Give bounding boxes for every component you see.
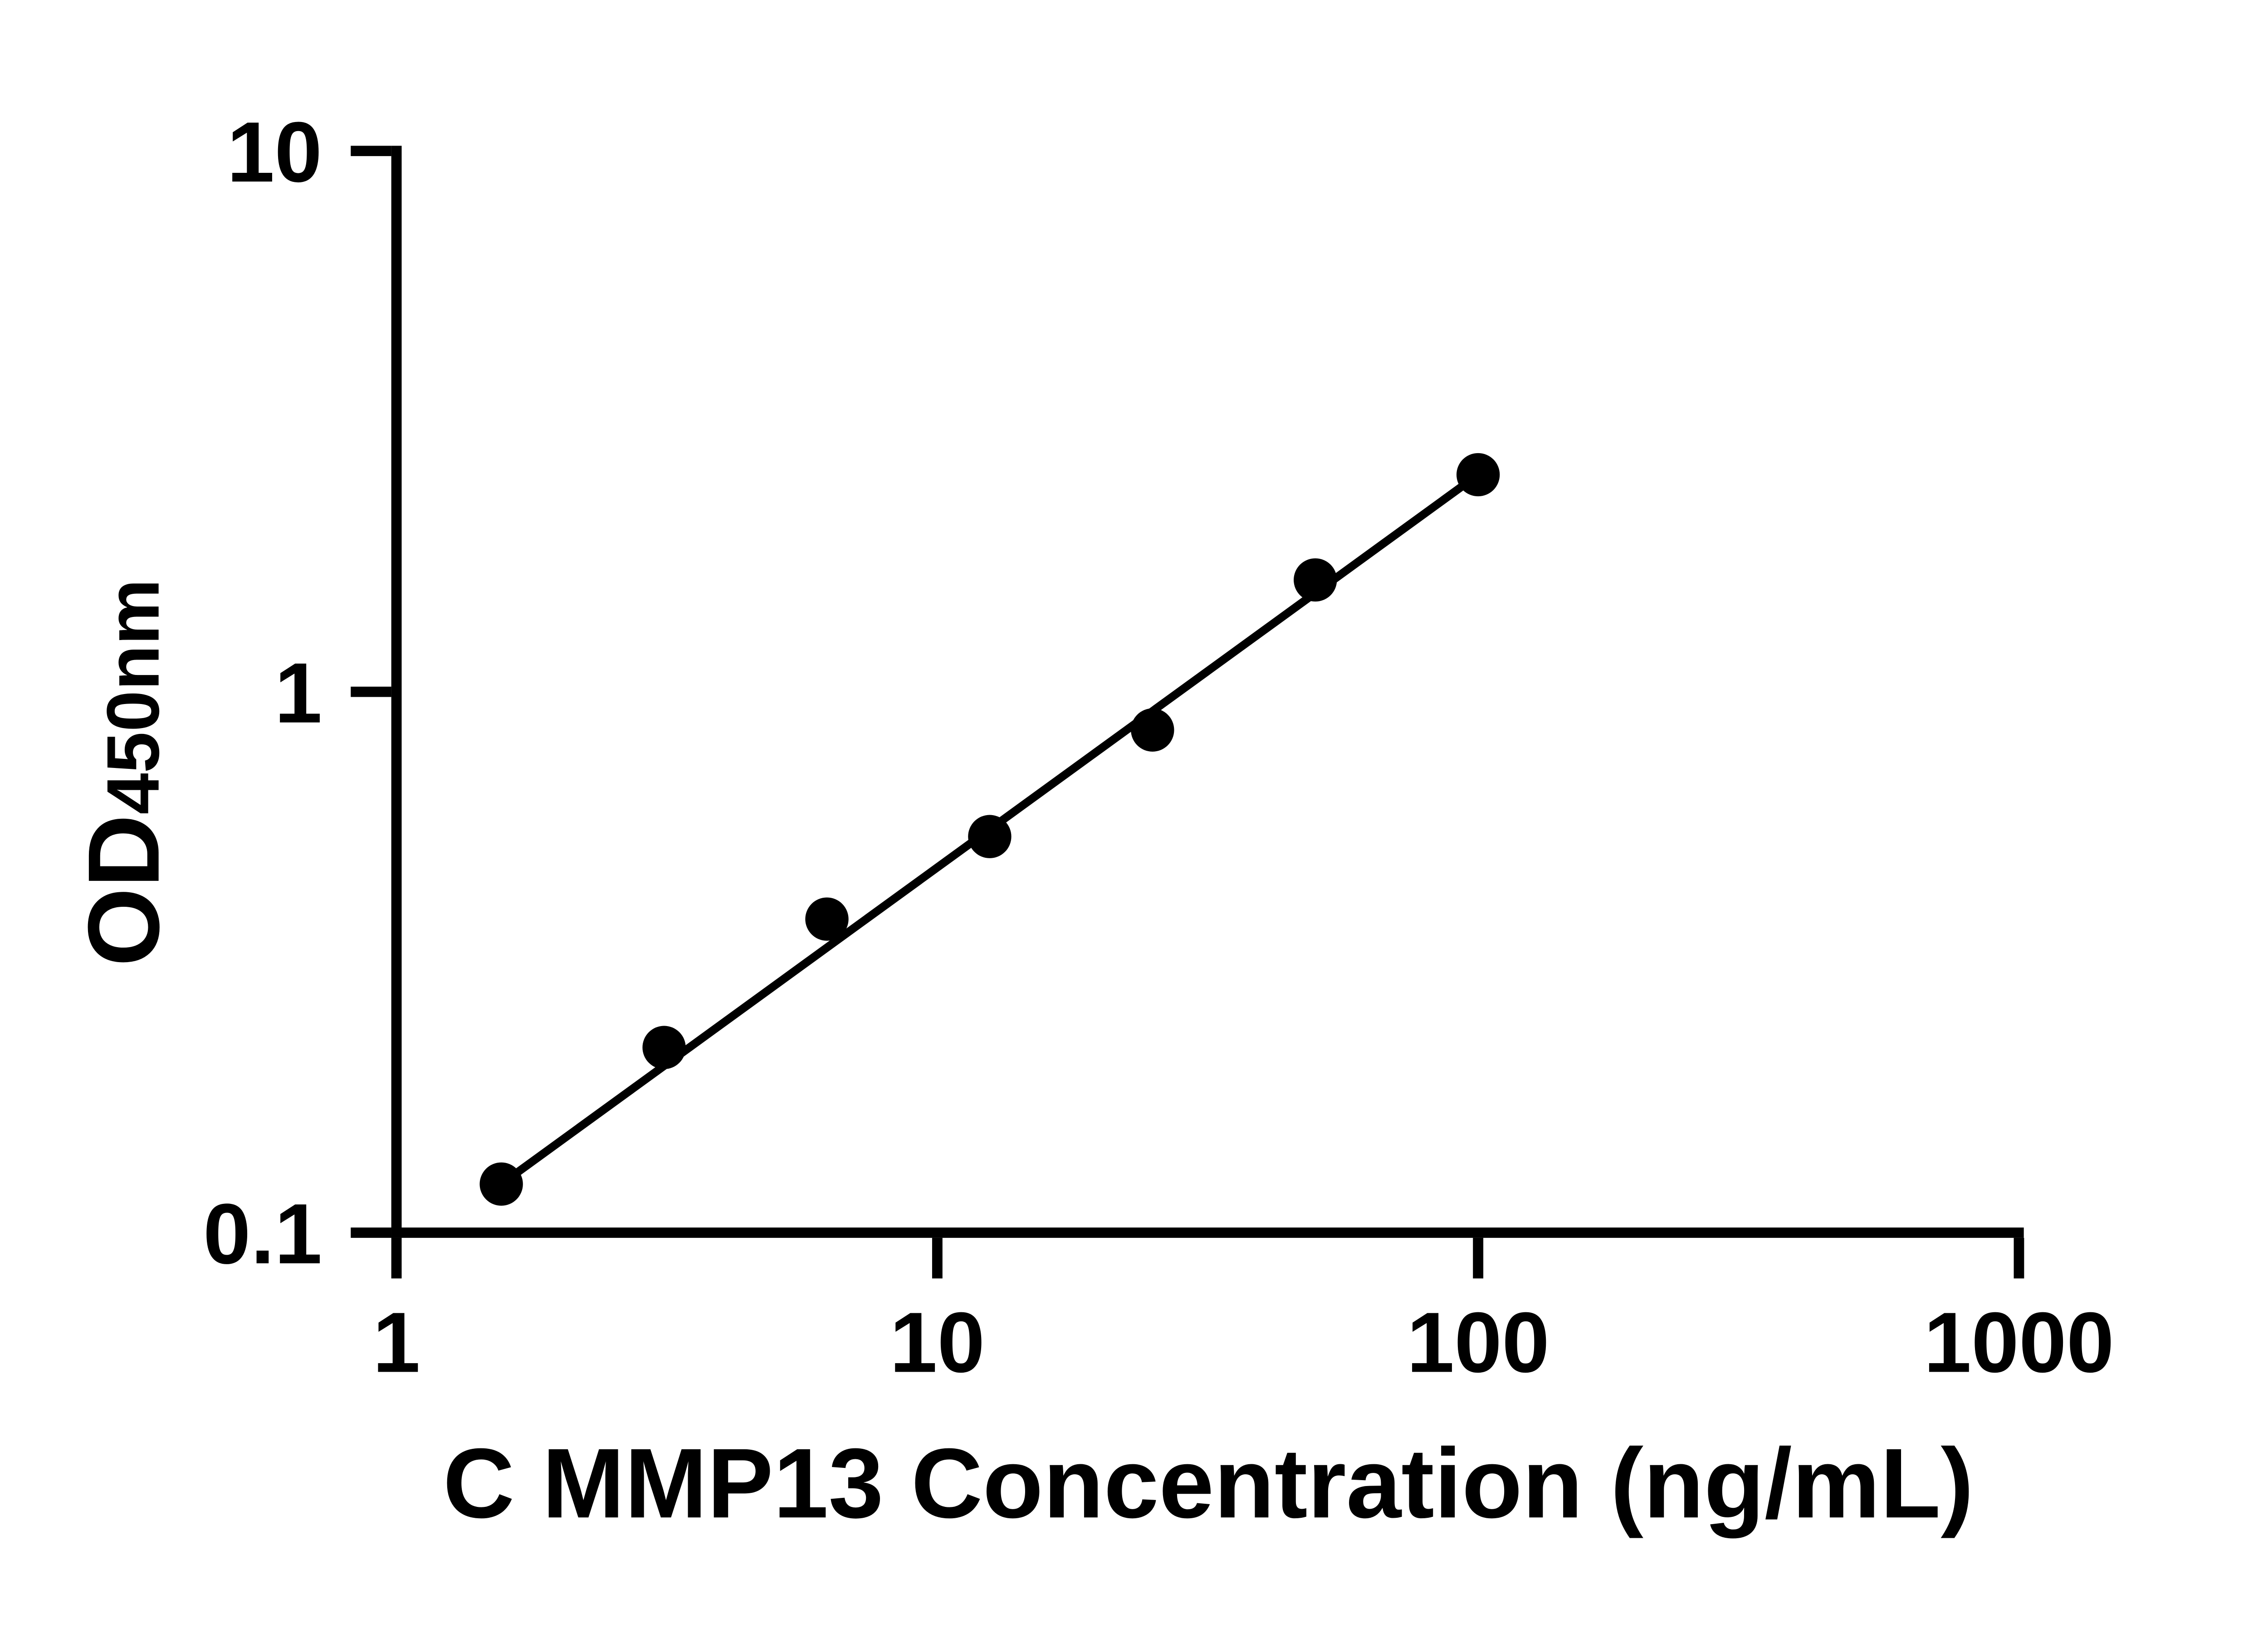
- x-tick-label: 10: [890, 1294, 985, 1390]
- data-point: [1294, 558, 1337, 602]
- axes-group: [391, 146, 2024, 1238]
- y-axis-title-main: OD: [68, 814, 181, 966]
- x-tick-label: 1: [373, 1294, 420, 1390]
- data-point: [1131, 708, 1174, 752]
- y-axis-title-sub: 450nm: [92, 579, 175, 814]
- tick-marks-group: [351, 146, 2024, 1279]
- plot-group: [479, 453, 1500, 1206]
- data-point: [968, 815, 1012, 858]
- y-axis-title: OD450nm: [68, 579, 181, 966]
- y-tick-label: 0.1: [203, 1186, 322, 1281]
- x-tick-label: 100: [1407, 1294, 1549, 1390]
- x-tick-label: 1000: [1924, 1294, 2114, 1390]
- tick-labels-group: 10 1 0.1 1 10 100 1000: [203, 104, 2114, 1390]
- data-point: [805, 897, 849, 941]
- data-point: [642, 1026, 686, 1069]
- y-tick-label: 1: [274, 645, 322, 741]
- x-axis-title: C MMP13 Concentration (ng/mL): [443, 1428, 1974, 1539]
- data-point: [1456, 453, 1500, 497]
- y-tick-label: 10: [227, 104, 322, 200]
- data-point: [479, 1162, 523, 1206]
